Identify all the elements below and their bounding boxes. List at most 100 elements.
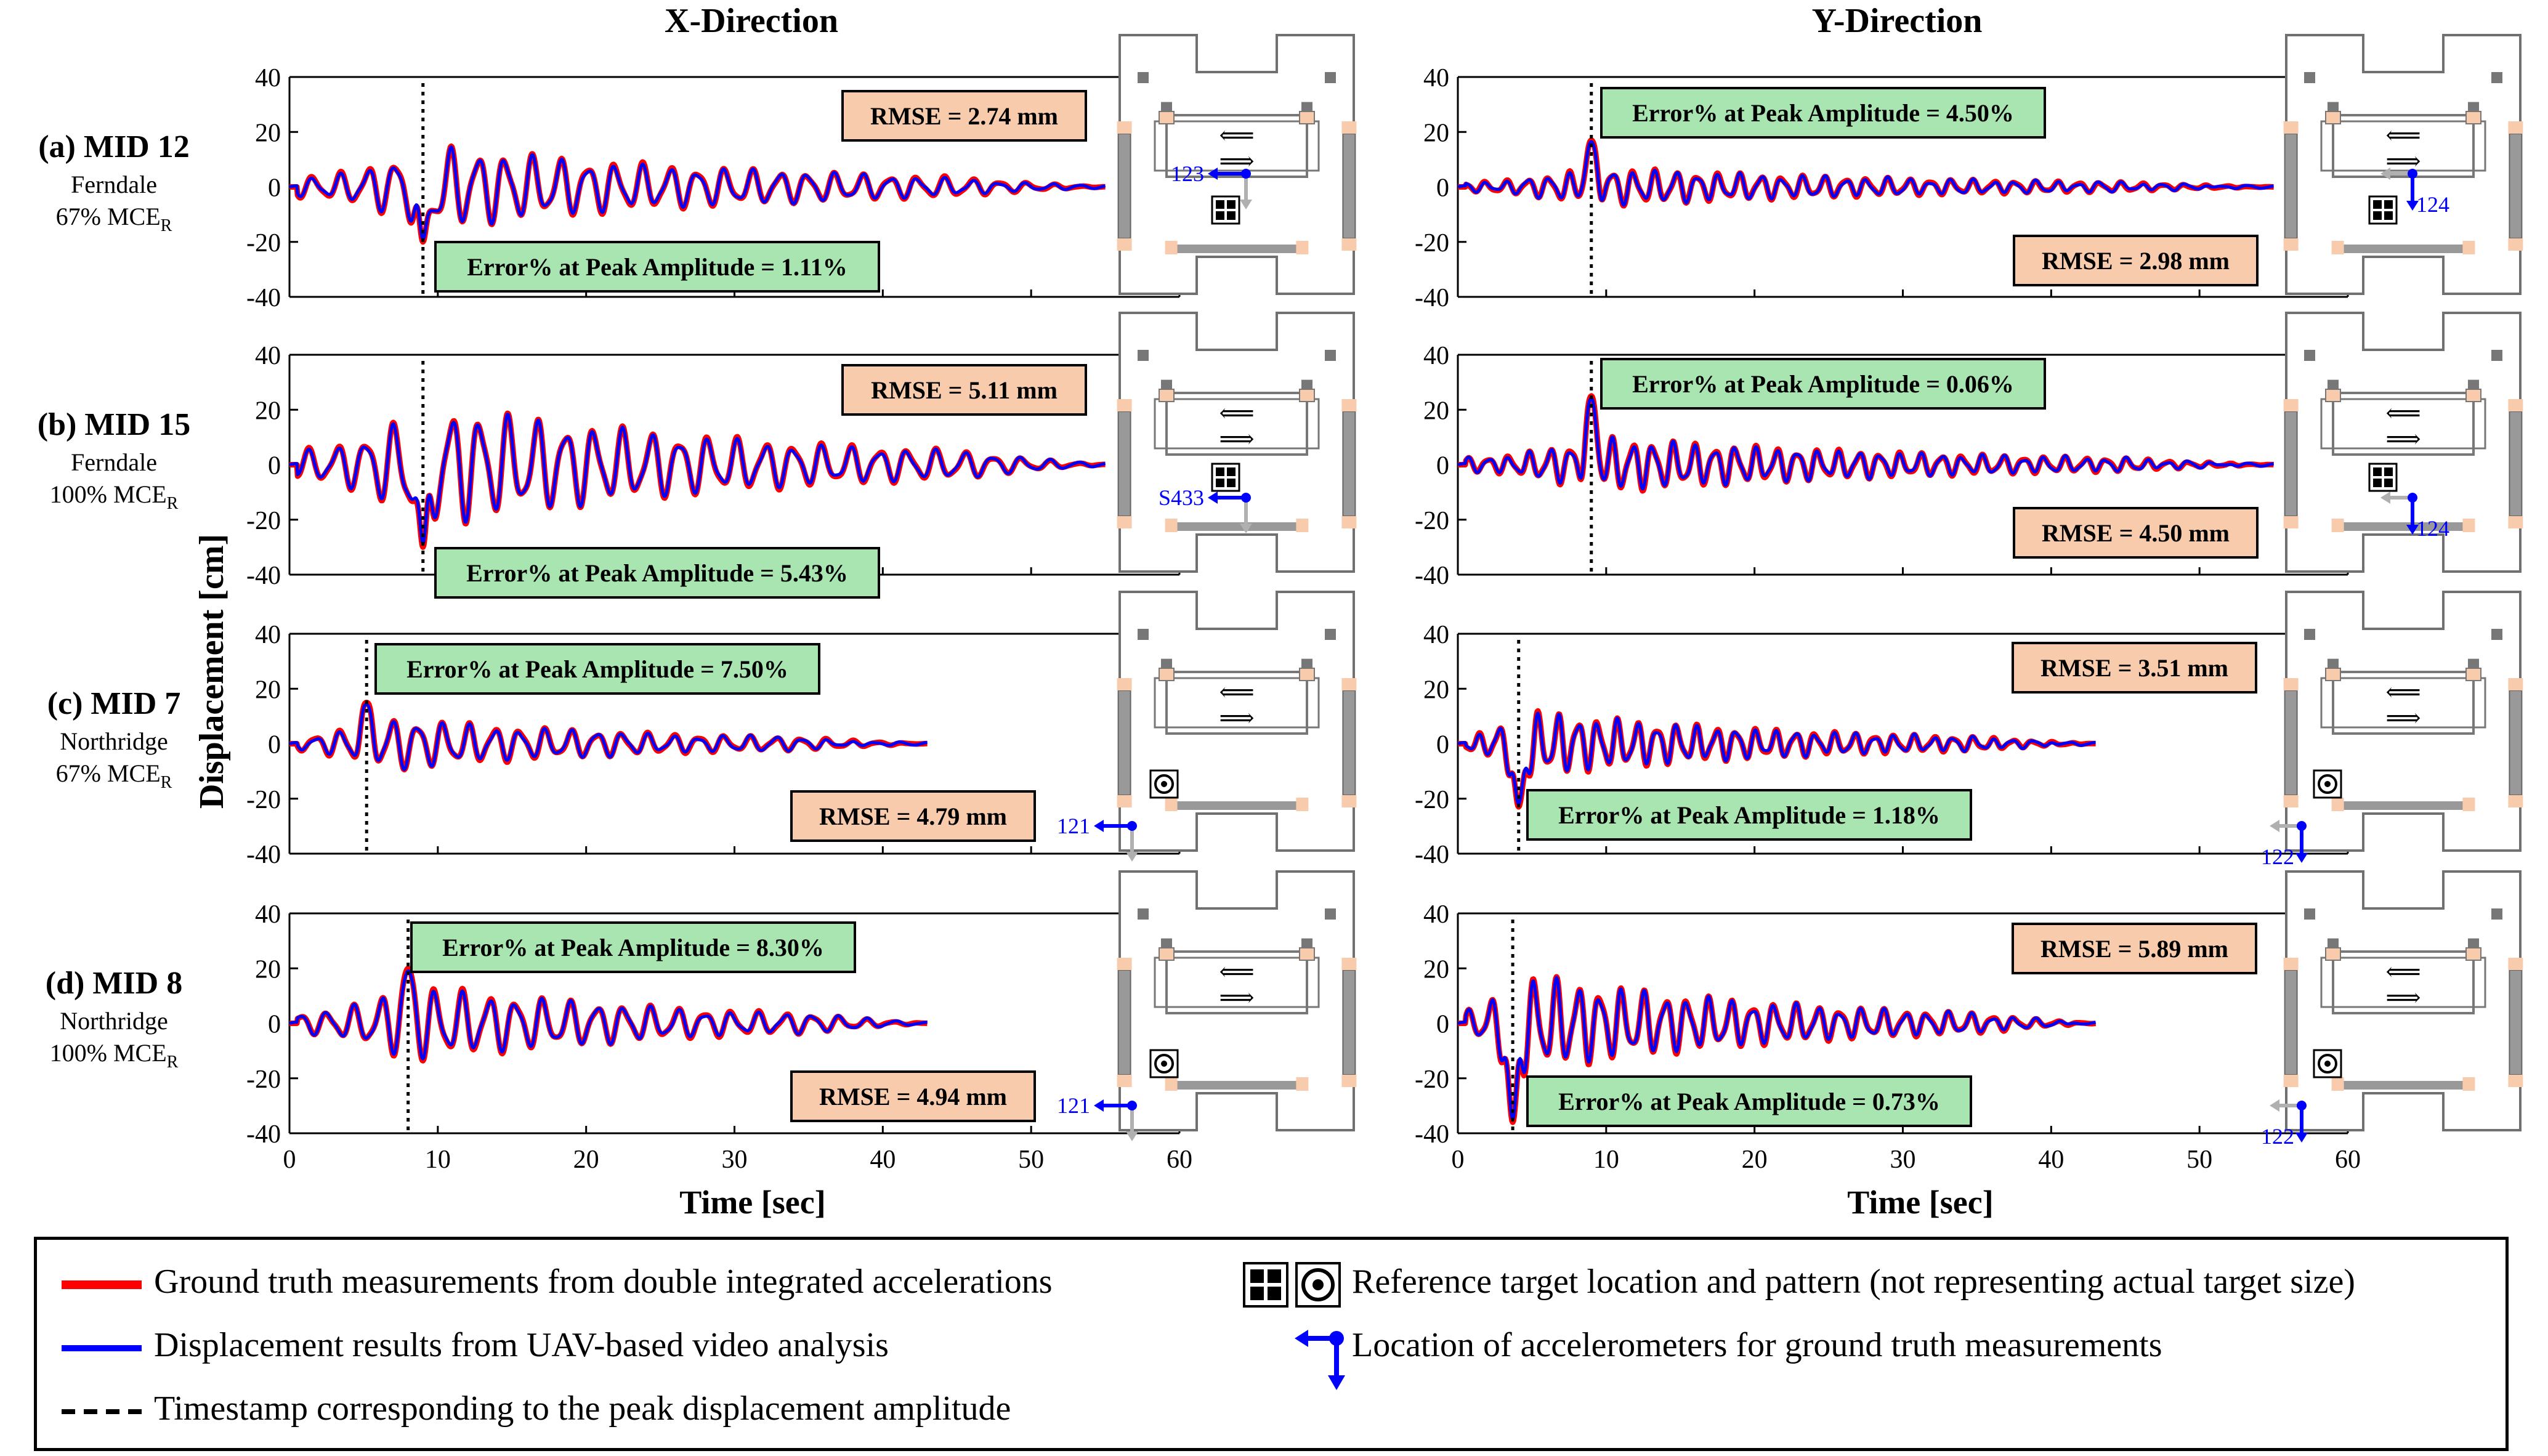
ground-truth-line-c-x [287, 700, 929, 773]
panel-a-y: 40 20 0 -20 -40 RMSE = 2.98 mm Error% at Peak … [1415, 64, 2349, 312]
accel-arrowhead-y [1126, 852, 1138, 862]
rmse-text-d-x: RMSE = 4.94 mm [819, 1083, 1007, 1110]
grid-target-icon [1211, 463, 1240, 492]
bearing-pad [1296, 519, 1309, 532]
core-wall [2320, 120, 2486, 172]
bearing-pad [2462, 1077, 2475, 1091]
ytick-label-c-y: 0 [1436, 731, 1449, 759]
column-square [2304, 629, 2315, 640]
accelerometer-icon: 122 [2261, 1099, 2308, 1149]
rmse-text-a-x: RMSE = 2.74 mm [870, 102, 1058, 130]
ytick-label-d-x: 40 [255, 900, 281, 929]
bearing-pad [1299, 947, 1315, 961]
rmse-box-b-y [2013, 507, 2259, 559]
side-wall [2284, 133, 2298, 239]
core-wall [1154, 120, 1320, 172]
ytick-label-d-y: 0 [1436, 1011, 1449, 1039]
side-wall [2509, 969, 2523, 1075]
accel-arrowhead-x [2270, 820, 2279, 832]
side-wall [1342, 690, 1356, 796]
accel-arrowhead-y [1240, 524, 1252, 533]
plan-arrow-left-icon: ⟸ [2385, 678, 2421, 706]
sensor-label: S433 [1159, 485, 1204, 510]
target-cell [2373, 200, 2382, 209]
column-square [1301, 938, 1312, 950]
column-square [1325, 629, 1336, 640]
bearing-pad [1341, 958, 1357, 970]
column-square [1325, 72, 1336, 83]
side-wall [1342, 411, 1356, 517]
target-cell [1227, 211, 1236, 220]
bearing-pad [2283, 1075, 2299, 1087]
column-square [1138, 908, 1149, 920]
target-ring [1154, 774, 1174, 794]
bottom-beam [1171, 1081, 1303, 1090]
xtick-label-d-x: 50 [1018, 1146, 1044, 1174]
bearing-pad [2325, 111, 2341, 124]
side-wall [1117, 969, 1131, 1075]
ytick-label-a-x: -20 [246, 229, 281, 257]
xtick-label-d-x: 30 [722, 1146, 748, 1174]
ytick-label-b-y: -20 [1415, 507, 1449, 535]
bullseye-target-icon [1149, 1049, 1179, 1078]
accel-arrowhead-y [2406, 525, 2419, 535]
uav-line-b-x [288, 413, 1106, 545]
ytick-label-c-x: 40 [255, 621, 281, 649]
bearing-pad [1159, 668, 1175, 681]
plan-arrow-right-icon: ⟹ [2385, 425, 2421, 453]
bearing-pad [1341, 678, 1357, 690]
target-cell [1227, 479, 1236, 487]
bearing-pad [2462, 519, 2475, 532]
uav-line-a-x [288, 145, 1106, 241]
floor-plan-c-x: ⟸⟹ 121 [1057, 591, 1357, 862]
accel-arrowhead-x [1094, 820, 1104, 832]
column-square [1161, 102, 1172, 113]
accel-arrowhead-x [2380, 168, 2390, 180]
plan-arrow-left-icon: ⟸ [1219, 399, 1254, 427]
ytick-label-b-y: 40 [1423, 342, 1449, 370]
bottom-beam [1171, 245, 1303, 253]
legend-target-text: Reference target location and pattern (n… [1352, 1263, 2355, 1301]
xtick-label-d-y: 50 [2186, 1146, 2212, 1174]
accel-arrowhead-y [2295, 1133, 2308, 1143]
bearing-pad [2283, 238, 2299, 251]
target-cell [2373, 467, 2382, 476]
side-wall [1117, 690, 1131, 796]
bearing-pad [1159, 947, 1175, 961]
accel-dot [2297, 821, 2307, 831]
column-square [1161, 658, 1172, 670]
plan-arrow-right-icon: ⟹ [1219, 704, 1254, 732]
ytick-label-d-y: -20 [1415, 1066, 1449, 1094]
bottom-beam [2337, 1081, 2469, 1090]
ytick-label-d-x: -40 [246, 1120, 281, 1149]
accelerometer-icon: S433 [1159, 485, 1252, 533]
ytick-label-b-x: 0 [268, 452, 281, 480]
bottom-beam [2337, 245, 2469, 253]
target-cell [1216, 479, 1224, 487]
bearing-pad [1165, 798, 1178, 811]
grid-target-icon [2368, 195, 2398, 225]
bearing-pad [1117, 958, 1132, 970]
error-text-a-y: Error% at Peak Amplitude = 4.50% [1632, 99, 2014, 127]
side-wall [2509, 133, 2523, 239]
core-box [2332, 950, 2475, 1014]
bearing-pad [2331, 519, 2344, 532]
bearing-pad [2508, 399, 2523, 411]
x-axis-label-left: Time [sec] [679, 1184, 825, 1221]
bearing-pad [1296, 798, 1309, 811]
bearing-pad [2508, 958, 2523, 970]
bearing-pad [1117, 238, 1132, 251]
accel-dot [2297, 1101, 2307, 1110]
error-text-b-y: Error% at Peak Amplitude = 0.06% [1632, 370, 2014, 398]
target-cell [2384, 200, 2393, 209]
accel-dot [1127, 1101, 1137, 1110]
row-label-1: (b) MID 15 [38, 407, 190, 442]
floor-plan-d-y: ⟸⟹ 122 [2261, 870, 2523, 1149]
bearing-pad [2325, 389, 2341, 402]
accel-arrowhead-x [1094, 1099, 1104, 1112]
bearing-pad [1117, 1075, 1132, 1087]
column-square [1325, 908, 1336, 920]
error-box-c-y [1526, 789, 1972, 841]
